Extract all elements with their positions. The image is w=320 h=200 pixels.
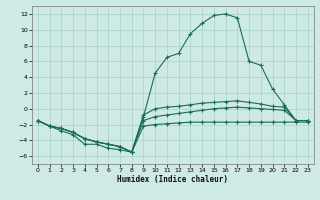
X-axis label: Humidex (Indice chaleur): Humidex (Indice chaleur): [117, 175, 228, 184]
